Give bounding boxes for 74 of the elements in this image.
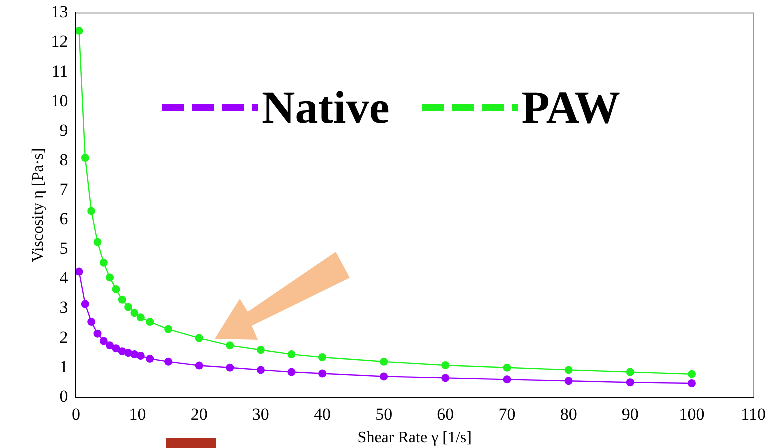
x-axis-title: Shear Rate γ [1/s]	[358, 430, 472, 447]
point	[106, 274, 114, 282]
point	[288, 368, 296, 376]
y-axis-title: Viscosity η [Pa·s]	[30, 148, 47, 262]
point	[81, 154, 90, 162]
point	[226, 364, 234, 372]
point	[564, 366, 573, 374]
point	[442, 374, 450, 382]
point	[88, 318, 96, 326]
point	[626, 368, 634, 376]
y-tick-label: 4	[60, 268, 69, 288]
point	[112, 344, 120, 353]
point	[106, 342, 114, 350]
point	[164, 325, 173, 334]
point	[442, 361, 450, 370]
point	[195, 334, 204, 342]
point	[94, 330, 102, 338]
y-tick-label: 6	[60, 210, 68, 229]
point	[100, 337, 108, 346]
point	[88, 207, 96, 216]
point	[76, 26, 84, 35]
point	[688, 380, 696, 388]
y-tick-label: 12	[51, 32, 68, 52]
point	[256, 366, 265, 374]
y-tick-label: 3	[60, 298, 68, 318]
x-tick-label: 90	[622, 405, 639, 424]
x-tick-label: 70	[498, 405, 516, 424]
x-tick-label: 110	[741, 405, 766, 424]
x-tick-label: 10	[129, 405, 146, 424]
x-tick-label: 60	[437, 405, 454, 424]
point	[626, 378, 634, 387]
x-tick-label: 100	[679, 405, 705, 424]
point	[94, 238, 102, 246]
x-tick-label: 20	[190, 405, 208, 424]
point	[130, 309, 139, 318]
point	[688, 370, 696, 378]
point	[112, 286, 120, 294]
y-tick-label: 7	[60, 180, 69, 199]
x-tick-label: 50	[376, 405, 393, 424]
point	[136, 314, 145, 322]
y-tick-label: 1	[60, 357, 68, 376]
point	[503, 376, 512, 384]
point	[136, 352, 145, 360]
point	[564, 377, 573, 386]
y-tick-label: 10	[51, 91, 68, 110]
y-tick-label: 13	[51, 2, 68, 22]
y-tick-label: 2	[60, 328, 68, 347]
legend-label: PAW	[522, 82, 621, 133]
point	[503, 364, 512, 372]
point	[256, 346, 265, 354]
point	[318, 370, 327, 378]
y-tick-label: 0	[60, 386, 68, 406]
point	[226, 342, 234, 350]
point	[195, 362, 204, 370]
y-tick-label: 8	[60, 150, 68, 170]
point	[318, 354, 327, 362]
legend-label: Native	[262, 82, 390, 133]
x-tick-label: 40	[314, 405, 332, 424]
y-tick-label: 9	[60, 120, 68, 140]
point	[76, 268, 84, 276]
point	[124, 303, 133, 312]
point	[146, 318, 154, 326]
point	[380, 372, 388, 381]
x-tick-label: 30	[252, 405, 270, 424]
y-tick-label: 5	[60, 239, 68, 258]
point	[100, 258, 108, 267]
point	[118, 296, 126, 304]
point	[146, 354, 154, 363]
point	[380, 358, 388, 366]
point	[81, 300, 90, 308]
x-tick-label: 80	[560, 405, 578, 424]
point	[164, 358, 173, 366]
point	[288, 350, 296, 359]
y-tick-label: 11	[52, 62, 68, 81]
